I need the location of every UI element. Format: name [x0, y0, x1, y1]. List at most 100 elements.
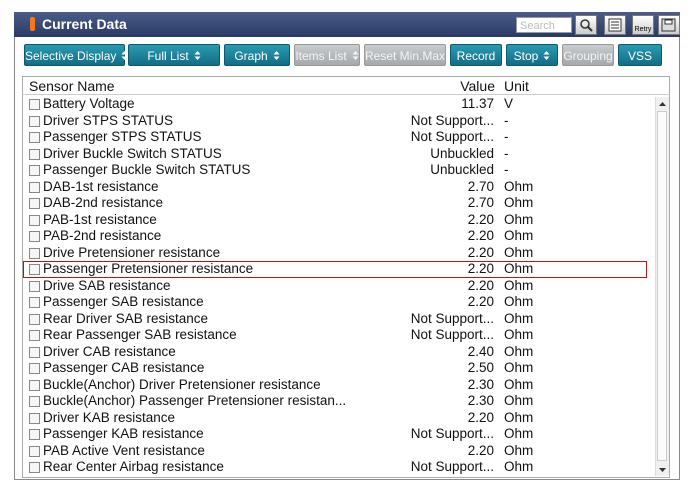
title-icon [30, 17, 35, 31]
row-checkbox[interactable] [29, 346, 40, 358]
sensor-name: Driver Buckle Switch STATUS [43, 145, 222, 161]
scrollbar[interactable] [655, 97, 669, 476]
sensor-unit: Ohm [504, 211, 534, 227]
sensor-value: 2.20 [467, 294, 494, 309]
sensor-name: Buckle(Anchor) Driver Pretensioner resis… [43, 376, 321, 392]
row-checkbox[interactable] [29, 214, 40, 226]
dropdown-arrow [543, 46, 550, 68]
table-row[interactable]: DAB-1st resistance 2.70 Ohm [23, 179, 647, 196]
sensor-name: Passenger CAB resistance [43, 360, 205, 375]
scroll-up[interactable] [656, 98, 669, 110]
toolbar-button[interactable]: Record [450, 44, 502, 66]
table-row[interactable]: Driver Buckle Switch STATUS Unbuckled - [23, 146, 647, 163]
row-checkbox[interactable] [29, 396, 40, 407]
table-row[interactable]: Rear Passenger SAB resistance Not Support… [23, 327, 647, 344]
row-checkbox[interactable] [29, 462, 40, 473]
table-row[interactable]: PAB-2nd resistance 2.20 Ohm [23, 228, 647, 245]
row-checkbox[interactable] [29, 412, 40, 424]
row-checkbox[interactable] [29, 363, 40, 374]
dropdown-arrow [194, 46, 201, 68]
sensor-name: PAB Active Vent resistance [43, 442, 205, 458]
button-label: Items List [295, 49, 347, 63]
sensor-value: 2.50 [467, 360, 494, 375]
table-row[interactable]: Driver KAB resistance 2.20 Ohm [23, 410, 647, 427]
sensor-name: PAB-1st resistance [43, 211, 157, 227]
table-row[interactable]: DAB-2nd resistance 2.70 Ohm [23, 195, 647, 212]
search-button[interactable] [575, 15, 597, 35]
table-row[interactable]: Battery Voltage 11.37 V [23, 96, 647, 113]
button-label: Record [456, 49, 496, 63]
sensor-value: 2.20 [467, 277, 494, 293]
table-row[interactable]: Driver CAB resistance 2.40 Ohm [23, 344, 647, 361]
sensor-unit: V [504, 96, 514, 111]
list-button[interactable] [604, 15, 626, 35]
toolbar-button[interactable]: Graph [224, 44, 290, 66]
column-header[interactable]: Sensor Name [29, 78, 115, 94]
sensor-unit: Ohm [504, 228, 534, 243]
row-checkbox[interactable] [29, 330, 40, 341]
row-checkbox[interactable] [29, 280, 40, 292]
row-checkbox[interactable] [29, 247, 40, 259]
table-row[interactable]: Drive SAB resistance 2.20 Ohm [23, 278, 647, 295]
row-checkbox[interactable] [29, 115, 40, 127]
sensor-value: 11.37 [461, 96, 494, 111]
table-row[interactable]: Passenger Pretensioner resistance 2.20 Ohm [23, 261, 647, 278]
toolbar-button[interactable]: Full List [128, 44, 220, 66]
row-checkbox[interactable] [29, 429, 40, 440]
table-row[interactable]: Passenger KAB resistance Not Support... Oh… [23, 426, 647, 443]
table-row[interactable]: PAB Active Vent resistance 2.20 Ohm [23, 443, 647, 460]
button-label: VSS [627, 49, 652, 63]
sensor-unit: Ohm [504, 393, 534, 408]
sensor-name: Driver STPS STATUS [43, 112, 174, 128]
row-checkbox[interactable] [29, 313, 40, 325]
sensor-value: 2.20 [467, 409, 494, 425]
sensor-unit: - [504, 112, 509, 128]
row-checkbox[interactable] [29, 99, 40, 110]
toolbar-button: Items List [294, 44, 360, 66]
button-label: Grouping [563, 49, 613, 63]
sensor-unit: Ohm [504, 442, 534, 458]
row-checkbox[interactable] [29, 181, 40, 193]
table-row[interactable]: Passenger STPS STATUS Not Support... - [23, 129, 647, 146]
row-checkbox[interactable] [29, 132, 40, 143]
row-checkbox[interactable] [29, 297, 40, 308]
save-button[interactable] [658, 15, 680, 35]
toolbar-button[interactable]: VSS [618, 44, 662, 66]
table-row[interactable]: Rear Driver SAB resistance Not Support...… [23, 311, 647, 328]
table-body: Battery Voltage 11.37 V Driver STPS STATUS N… [22, 95, 670, 478]
sensor-name: Driver KAB resistance [43, 409, 176, 425]
sensor-value: Not Support... [410, 459, 494, 474]
save-icon [661, 18, 676, 32]
scroll-down[interactable] [656, 464, 669, 476]
table-row[interactable]: Passenger Buckle Switch STATUS Unbuckled - [23, 162, 647, 179]
sensor-value: 2.70 [467, 178, 494, 194]
table-row[interactable]: PAB-1st resistance 2.20 Ohm [23, 212, 647, 229]
row-checkbox[interactable] [29, 264, 40, 275]
sensor-name: Rear Driver SAB resistance [43, 310, 209, 326]
toolbar-button[interactable]: Selective Display [24, 44, 128, 66]
table-row[interactable]: Rear Center Airbag resistance Not Support… [23, 459, 647, 476]
table-row[interactable]: Passenger SAB resistance 2.20 Ohm [23, 294, 647, 311]
sensor-unit: Ohm [504, 294, 534, 309]
toolbar-button[interactable]: Stop [506, 44, 558, 66]
scroll-thumb[interactable] [657, 111, 667, 461]
sensor-name: DAB-2nd resistance [43, 195, 164, 210]
row-checkbox[interactable] [29, 445, 40, 457]
row-checkbox[interactable] [29, 148, 40, 160]
button-label: Selective Display [25, 49, 117, 63]
row-checkbox[interactable] [29, 198, 40, 209]
sensor-name: PAB-2nd resistance [43, 228, 162, 243]
sensor-name: Passenger Pretensioner resistance [43, 261, 254, 276]
table-row[interactable]: Driver STPS STATUS Not Support... - [23, 113, 647, 130]
list-icon [608, 18, 622, 32]
row-checkbox[interactable] [29, 379, 40, 391]
sensor-name: Passenger Buckle Switch STATUS [43, 162, 251, 177]
retry-button[interactable]: Retry [632, 15, 654, 35]
table-row[interactable]: Buckle(Anchor) Passenger Pretensioner re… [23, 393, 647, 410]
table-row[interactable]: Drive Pretensioner resistance 2.20 Ohm [23, 245, 647, 262]
row-checkbox[interactable] [29, 231, 40, 242]
row-checkbox[interactable] [29, 165, 40, 176]
table-row[interactable]: Buckle(Anchor) Driver Pretensioner resis… [23, 377, 647, 394]
table-row[interactable]: Passenger CAB resistance 2.50 Ohm [23, 360, 647, 377]
search-box[interactable]: Search [516, 17, 572, 33]
